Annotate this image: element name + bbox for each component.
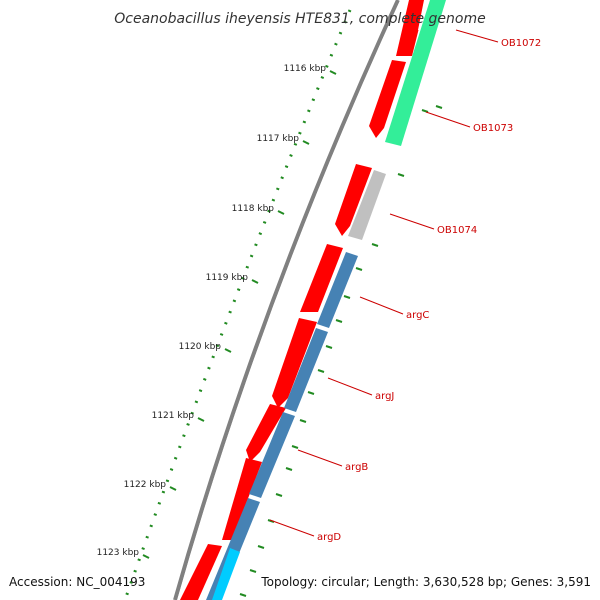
gene-argJ-bar: [284, 328, 328, 412]
cds-arrow: [369, 60, 406, 138]
scale-tick-label: 1116 kbp: [284, 64, 327, 74]
gene-ob1073-bar: [385, 0, 446, 146]
cds-arrow: [180, 544, 222, 600]
scale-tick: [142, 554, 150, 559]
gene-labels: OB1072 OB1073 OB1074 argC argJ argB argD: [269, 29, 541, 543]
gene-label-argd: argD: [317, 532, 341, 543]
map-title: Oceanobacillus iheyensis HTE831, complet…: [114, 11, 485, 27]
gene-argB-bar: [249, 412, 295, 498]
scale-tick-label: 1119 kbp: [206, 273, 249, 283]
gene-argC-bar: [317, 252, 358, 328]
scale-tick: [224, 348, 232, 353]
gene-label-ob1073: OB1073: [473, 123, 513, 134]
inner-tick: [335, 319, 343, 323]
gene-leader-line: [327, 377, 373, 396]
inner-tick: [275, 493, 283, 497]
cds-arrow: [272, 318, 317, 408]
inner-tick-marks: [239, 105, 443, 597]
inner-tick: [325, 345, 333, 349]
gene-leader-line: [359, 296, 404, 315]
scale-ticks: 1116 kbp 1117 kbp 1118 kbp 1119 kbp 1120 kbp…: [97, 64, 337, 559]
inner-tick: [435, 105, 443, 109]
gene-leader-line: [297, 449, 343, 467]
inner-tick: [239, 593, 247, 597]
cds-arrow: [300, 244, 343, 312]
backbone-inner: [177, 0, 402, 600]
cds-arrow: [335, 164, 372, 236]
inner-tick: [355, 267, 363, 271]
scale-tick-label: 1122 kbp: [124, 480, 167, 490]
gene-label-argb: argB: [345, 462, 368, 473]
scale-tick: [251, 279, 259, 284]
scale-tick: [329, 70, 337, 75]
scale-tick-label: 1120 kbp: [179, 342, 222, 352]
inner-tick: [421, 109, 429, 113]
inner-tick: [299, 419, 307, 423]
scale-tick-label: 1121 kbp: [152, 411, 195, 421]
forward-strand-cds: [180, 0, 426, 600]
scale-tick: [277, 210, 285, 215]
scale-tick-label: 1117 kbp: [257, 134, 300, 144]
trna-bar: [212, 548, 240, 600]
inner-tick: [343, 295, 351, 299]
gene-leader-line: [425, 111, 471, 128]
genome-summary-text: Topology: circular; Length: 3,630,528 bp…: [260, 575, 591, 589]
scale-tick: [302, 140, 310, 145]
inner-tick: [317, 369, 325, 373]
inner-tick: [307, 391, 315, 395]
backbone-outer: [173, 0, 400, 600]
cds-arrow: [222, 458, 262, 540]
inner-tick: [291, 445, 299, 449]
inner-tick: [285, 467, 293, 471]
gene-leader-line: [269, 519, 315, 537]
inner-tick: [397, 173, 405, 177]
inner-tick: [371, 243, 379, 247]
gene-label-argj: argJ: [375, 391, 394, 402]
gene-ob1074-bar: [348, 170, 386, 240]
reverse-strand-cds: [206, 0, 446, 600]
gene-label-ob1074: OB1074: [437, 225, 477, 236]
gene-argD-bar: [206, 498, 260, 600]
cds-arrow: [246, 404, 286, 462]
inner-tick: [267, 519, 275, 523]
gene-label-ob1072: OB1072: [501, 38, 541, 49]
scale-tick: [169, 486, 177, 491]
gene-leader-line: [455, 29, 499, 43]
scale-tick: [197, 417, 205, 422]
accession-text: Accession: NC_004193: [9, 575, 145, 589]
gene-label-argc: argC: [406, 310, 429, 321]
inner-tick: [257, 545, 265, 549]
scale-tick-label: 1118 kbp: [232, 204, 275, 214]
scale-tick-label: 1123 kbp: [97, 548, 140, 558]
cds-arrow: [396, 0, 426, 56]
inner-tick: [249, 569, 257, 573]
gene-leader-line: [389, 213, 435, 230]
